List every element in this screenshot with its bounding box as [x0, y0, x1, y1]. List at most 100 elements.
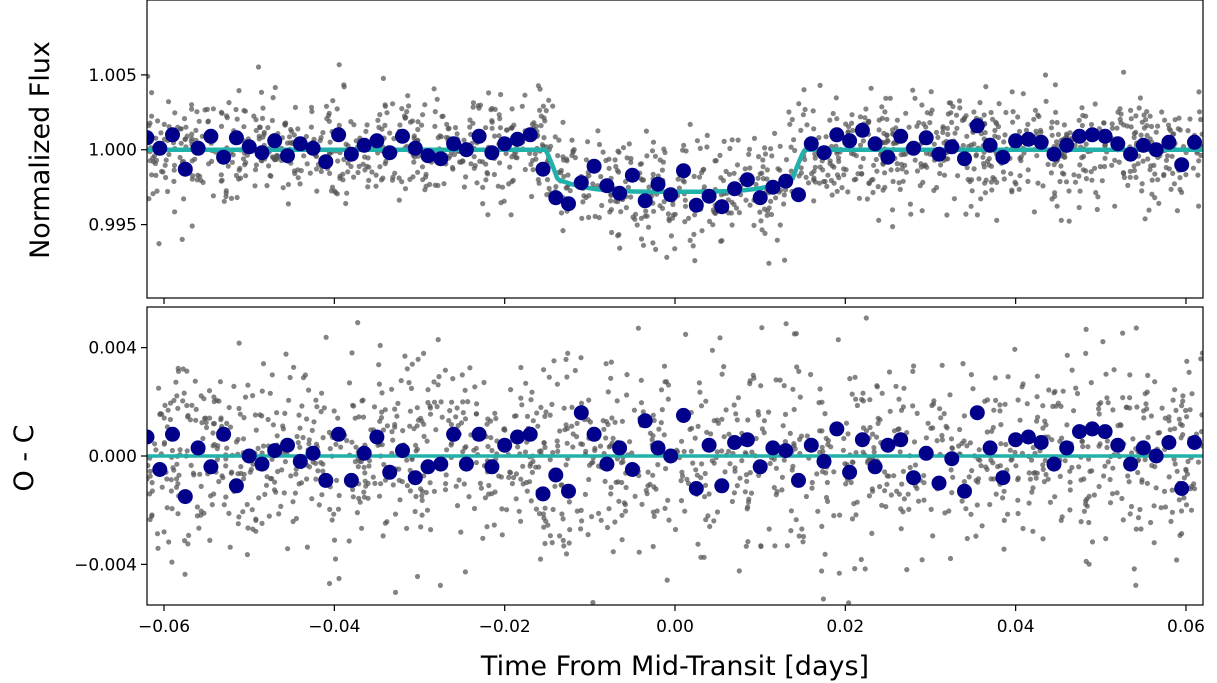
raw-data-point [1027, 476, 1033, 482]
raw-data-point [518, 518, 524, 524]
raw-data-point [578, 355, 584, 361]
raw-data-point [879, 104, 885, 110]
binned-data-point [484, 459, 500, 475]
raw-data-point [1077, 162, 1083, 168]
raw-data-point [777, 143, 783, 149]
raw-data-point [259, 115, 266, 121]
raw-data-point [931, 398, 937, 404]
raw-data-point [809, 479, 815, 486]
raw-data-point [1178, 435, 1184, 441]
raw-data-point [814, 471, 820, 477]
raw-data-point [1184, 471, 1191, 477]
raw-data-point [1069, 464, 1075, 471]
binned-data-point [829, 127, 845, 143]
raw-data-point [285, 181, 291, 188]
raw-data-point [296, 412, 302, 418]
raw-data-point [764, 176, 770, 182]
raw-data-point [1067, 468, 1073, 474]
raw-data-point [249, 507, 255, 513]
binned-data-point [854, 122, 870, 138]
raw-data-point [608, 491, 614, 497]
raw-data-point [522, 166, 528, 173]
raw-data-point [1166, 414, 1172, 420]
raw-data-point [288, 473, 294, 479]
binned-data-point [1123, 456, 1139, 472]
raw-data-point [719, 238, 725, 244]
binned-data-point [918, 445, 934, 461]
binned-data-point [1046, 146, 1062, 162]
raw-data-point [661, 432, 667, 438]
binned-data-point [727, 181, 743, 197]
raw-data-point [1120, 170, 1126, 176]
raw-data-point [709, 458, 715, 464]
raw-data-point [743, 472, 750, 478]
raw-data-point [1001, 546, 1007, 552]
raw-data-point [1127, 168, 1133, 174]
raw-data-point [1096, 406, 1102, 412]
raw-data-point [835, 337, 841, 343]
raw-data-point [169, 447, 175, 454]
raw-data-point [546, 97, 552, 103]
raw-data-point [699, 461, 705, 467]
raw-data-point [271, 487, 278, 493]
raw-data-point [1187, 116, 1193, 122]
raw-data-point [687, 426, 693, 432]
raw-data-point [362, 470, 368, 476]
raw-data-point [714, 449, 720, 455]
raw-data-point [871, 449, 877, 455]
raw-data-point [344, 437, 350, 444]
raw-data-point [681, 142, 687, 148]
raw-data-point [609, 229, 615, 236]
raw-data-point [815, 508, 821, 514]
raw-data-point [348, 163, 354, 170]
raw-data-point [781, 201, 787, 207]
raw-data-point [603, 435, 609, 441]
raw-data-point [327, 139, 333, 145]
raw-data-point [189, 135, 195, 142]
raw-data-point [409, 118, 416, 124]
raw-data-point [321, 405, 327, 411]
raw-data-point [772, 543, 778, 549]
binned-data-point [1097, 424, 1113, 440]
raw-data-point [172, 110, 178, 116]
raw-data-point [944, 425, 950, 431]
raw-data-point [1135, 161, 1141, 167]
raw-data-point [1105, 459, 1111, 465]
raw-data-point [731, 490, 738, 496]
raw-data-point [541, 367, 547, 373]
raw-data-point [733, 411, 739, 417]
raw-data-point [1159, 405, 1165, 411]
raw-data-point [509, 154, 515, 160]
raw-data-point [756, 154, 762, 160]
raw-data-point [661, 199, 667, 205]
raw-data-point [1001, 139, 1007, 145]
raw-data-point [918, 164, 925, 170]
raw-data-point [421, 421, 427, 427]
raw-data-point [734, 162, 741, 168]
raw-data-point [928, 425, 934, 431]
raw-data-point [659, 167, 666, 173]
raw-data-point [876, 127, 882, 133]
raw-data-point [280, 423, 286, 429]
raw-data-point [823, 435, 829, 441]
raw-data-point [332, 556, 339, 562]
raw-data-point [945, 131, 951, 137]
raw-data-point [653, 486, 659, 492]
raw-data-point [774, 489, 780, 495]
raw-data-point [460, 449, 466, 455]
raw-data-point [664, 577, 670, 583]
raw-data-point [1167, 427, 1173, 433]
raw-data-point [168, 488, 174, 494]
raw-data-point [360, 161, 366, 167]
raw-data-point [162, 162, 168, 168]
raw-data-point [589, 514, 595, 520]
raw-data-point [672, 246, 678, 252]
raw-data-point [503, 127, 510, 133]
raw-data-point [650, 509, 657, 515]
raw-data-point [1169, 153, 1175, 159]
raw-data-point [1001, 488, 1007, 494]
raw-data-point [365, 155, 371, 161]
raw-data-point [384, 110, 390, 116]
raw-data-point [361, 489, 367, 495]
raw-data-point [415, 126, 421, 133]
